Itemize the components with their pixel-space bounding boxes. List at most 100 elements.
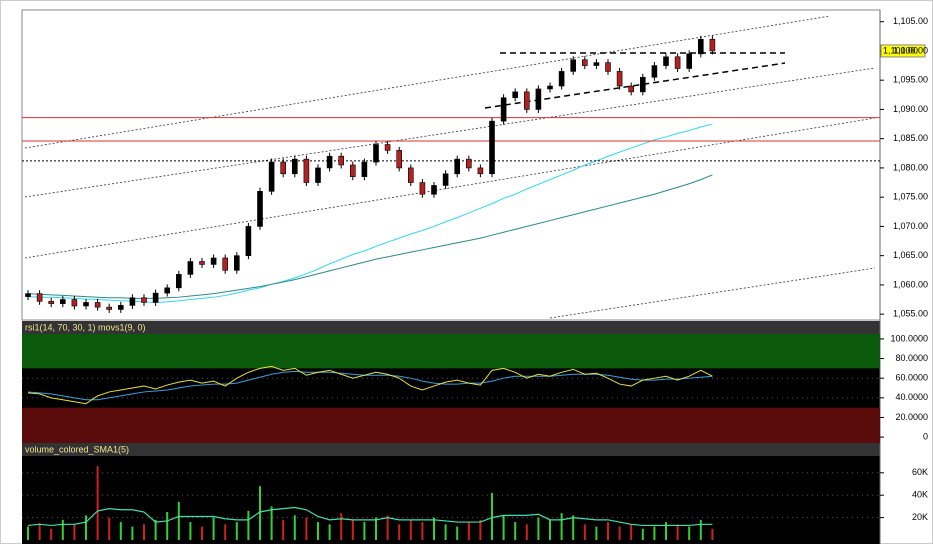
candle-body — [59, 299, 66, 304]
volume-bar — [386, 515, 389, 540]
candle-body — [651, 65, 658, 78]
candle-body — [268, 161, 275, 192]
candle-body — [407, 167, 414, 183]
rsi-title: rsi1(14, 70, 30, 1) movs1(9, 0) — [25, 322, 146, 332]
candle-body — [164, 287, 170, 294]
volume-bar — [525, 524, 528, 540]
candle-body — [663, 56, 669, 66]
volume-bar — [688, 526, 691, 540]
volume-bar — [409, 519, 412, 540]
volume-bar — [630, 524, 633, 540]
candle-body — [419, 182, 426, 195]
candle-body — [303, 158, 310, 183]
y-tick-label: 1,060.00 — [893, 279, 928, 289]
y-tick-label: 1,100.00 — [893, 45, 928, 55]
candle-body — [570, 59, 577, 72]
volume-bar — [131, 526, 134, 540]
candle-body — [234, 255, 240, 271]
candle-body — [245, 226, 252, 256]
volume-bar — [154, 519, 157, 540]
volume-bar — [676, 524, 679, 540]
volume-panel — [22, 456, 880, 544]
y-tick-label: 40.0000 — [895, 392, 928, 402]
candle-body — [291, 158, 298, 175]
candle-body — [118, 305, 124, 310]
volume-bar — [351, 519, 354, 540]
zone — [22, 407, 880, 443]
volume-bar — [108, 517, 111, 540]
volume-bar — [433, 517, 435, 540]
volume-bar — [61, 519, 64, 540]
candle-body — [326, 155, 333, 169]
volume-bar — [502, 515, 505, 540]
candle-body — [547, 85, 553, 90]
candle-body — [500, 97, 507, 122]
volume-bar — [50, 528, 53, 540]
y-tick-label: 40K — [912, 490, 928, 500]
candle-body — [338, 155, 345, 166]
candle-body — [465, 158, 472, 169]
candle-body — [709, 38, 716, 52]
volume-bar — [212, 517, 215, 540]
volume-bar — [201, 526, 203, 540]
candle-body — [349, 164, 356, 177]
volume-bar — [247, 510, 250, 540]
candle-body — [152, 292, 159, 303]
candle-body — [315, 167, 321, 183]
volume-bar — [491, 492, 493, 540]
volume-bar — [583, 524, 586, 540]
volume-bar — [235, 522, 238, 540]
volume-bar — [479, 519, 482, 540]
volume-title: volume_colored_SMA1(5) — [25, 444, 129, 454]
volume-bar — [444, 524, 447, 540]
y-tick-label: 1,085.00 — [893, 133, 928, 143]
volume-bar — [305, 517, 308, 540]
volume-bar — [363, 522, 366, 540]
volume-bar — [293, 515, 296, 540]
candle-body — [199, 261, 205, 265]
candle-body — [431, 185, 437, 195]
candle-body — [512, 91, 519, 99]
candle-body — [442, 173, 449, 186]
candle-body — [373, 144, 379, 163]
volume-bar — [328, 524, 331, 540]
candle-body — [280, 161, 287, 175]
candle-body — [639, 76, 646, 93]
volume-bar — [572, 515, 575, 540]
y-tick-label: 60.0000 — [895, 373, 928, 383]
candle-body — [535, 88, 542, 110]
volume-bar — [340, 513, 343, 540]
volume-bar — [467, 522, 470, 540]
candle-body — [257, 191, 263, 227]
volume-bar — [375, 517, 377, 540]
candle-body — [686, 53, 693, 69]
candle-body — [83, 302, 89, 307]
candle-body — [454, 158, 461, 175]
volume-bar — [665, 522, 667, 540]
volume-bar — [537, 517, 540, 540]
candle-body — [187, 261, 194, 275]
volume-bar — [27, 526, 29, 540]
volume-bar — [653, 526, 656, 540]
volume-bar — [514, 522, 517, 540]
candle-body — [48, 300, 55, 304]
volume-bar — [317, 522, 319, 540]
y-tick-label: 1,055.00 — [893, 309, 928, 319]
candle-body — [628, 85, 635, 93]
volume-bar — [85, 515, 87, 540]
candle-body — [106, 306, 112, 310]
candle-body — [489, 120, 495, 175]
candle-body — [558, 71, 565, 87]
volume-bar — [73, 524, 76, 540]
candle-body — [141, 297, 147, 303]
zone — [22, 334, 880, 369]
support-line — [484, 62, 786, 109]
volume-bar — [38, 523, 41, 540]
price-panel — [21, 9, 881, 321]
volume-bar — [456, 526, 459, 540]
y-tick-label: 1,090.00 — [893, 104, 928, 114]
volume-bar — [421, 522, 424, 540]
candle-body — [71, 299, 78, 307]
volume-bar — [119, 522, 122, 540]
volume-bar — [618, 526, 621, 540]
